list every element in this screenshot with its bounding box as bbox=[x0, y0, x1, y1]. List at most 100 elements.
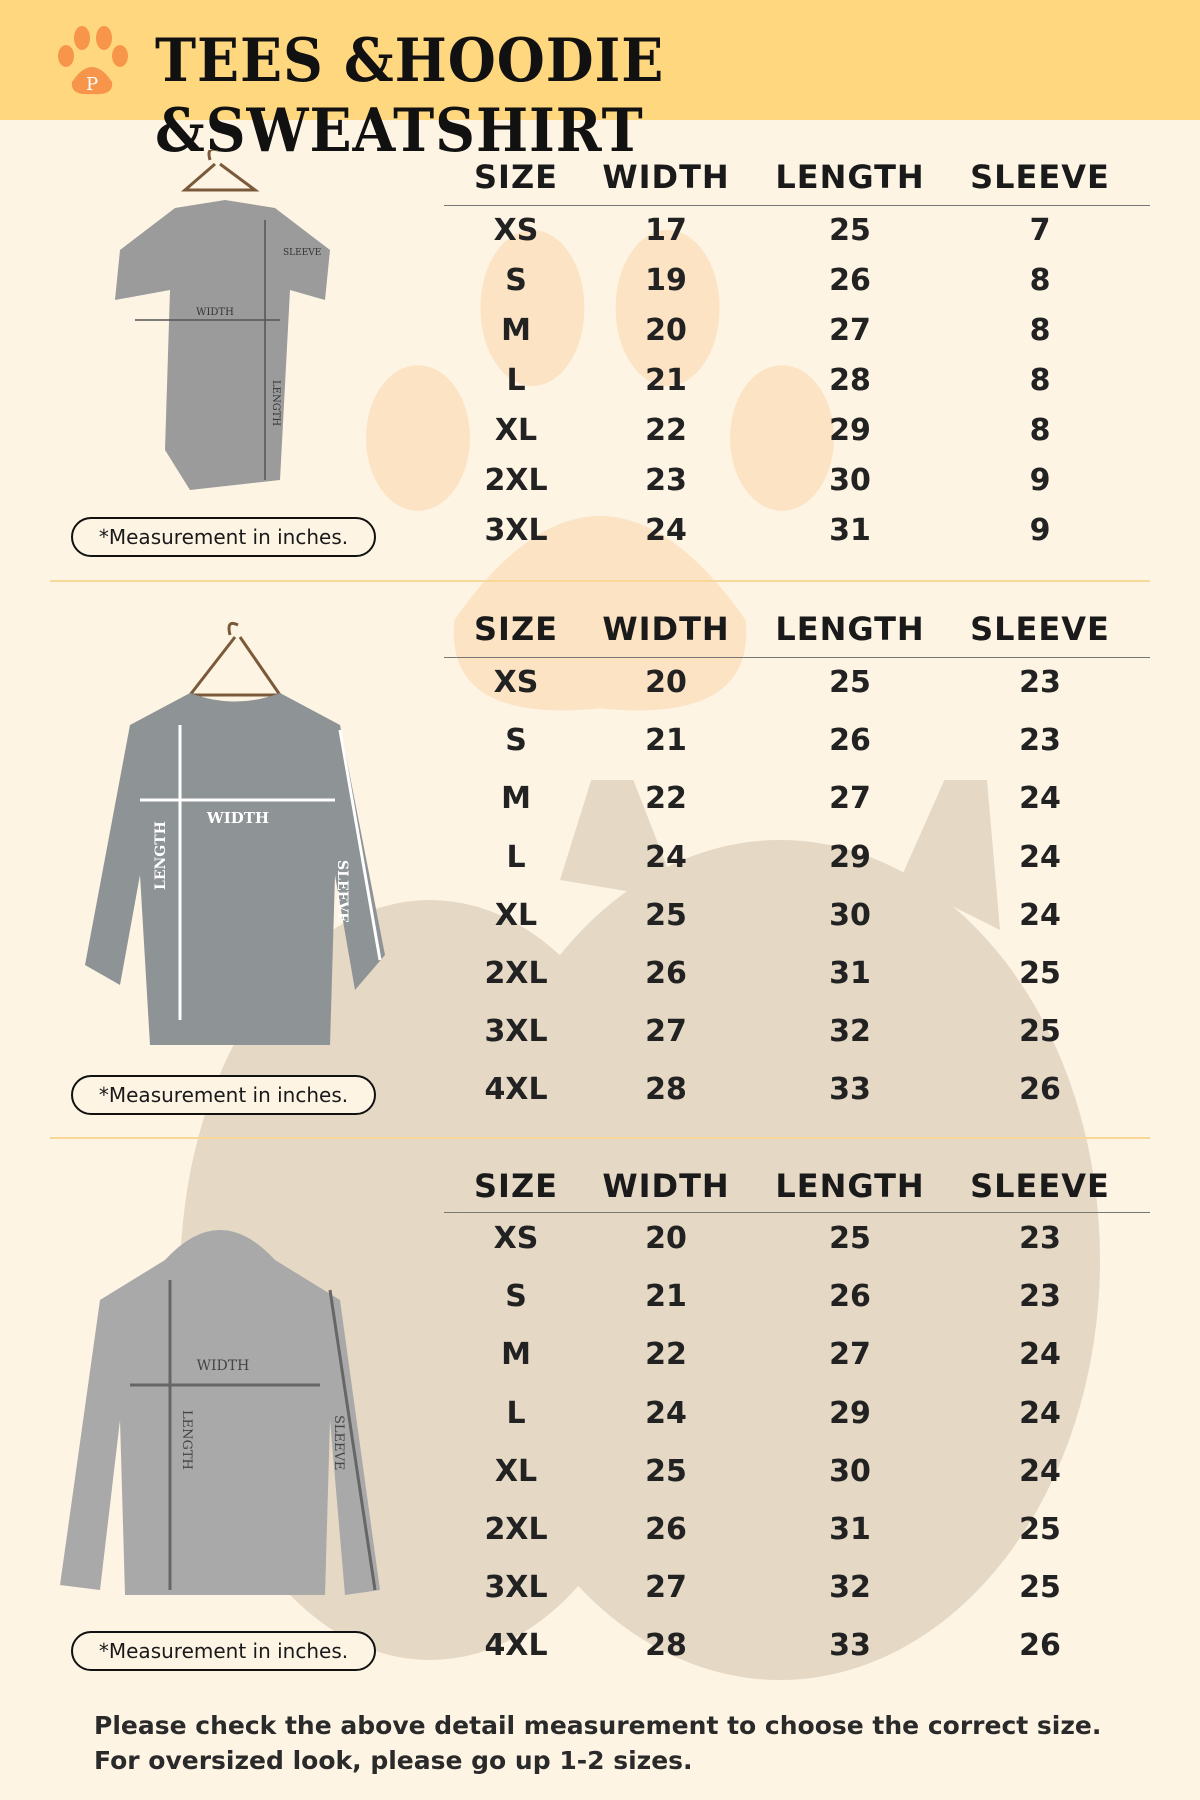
svg-text:LENGTH: LENGTH bbox=[179, 1410, 194, 1470]
table-cell: 26 bbox=[829, 1279, 871, 1315]
table-cell: 24 bbox=[1019, 1395, 1061, 1431]
table-cell: 30 bbox=[829, 463, 871, 498]
column-header: WIDTH bbox=[602, 158, 730, 196]
table-cell: 24 bbox=[645, 1395, 687, 1431]
table-cell: 27 bbox=[829, 313, 871, 348]
footer-line-2: For oversized look, please go up 1-2 siz… bbox=[94, 1746, 693, 1775]
table-cell: 31 bbox=[829, 1512, 871, 1547]
svg-text:LENGTH: LENGTH bbox=[153, 821, 169, 890]
table-cell: 3XL bbox=[484, 1014, 548, 1050]
table-cell: XS bbox=[493, 213, 539, 248]
table-cell: 24 bbox=[1019, 1337, 1061, 1373]
table-cell: 8 bbox=[1029, 263, 1051, 298]
footer-line-1: Please check the above detail measuremen… bbox=[94, 1711, 1102, 1740]
table-cell: 27 bbox=[645, 1570, 687, 1606]
table-cell: 30 bbox=[829, 897, 871, 933]
table-cell: 31 bbox=[829, 956, 871, 991]
column-header: SIZE bbox=[473, 158, 558, 196]
svg-text:SLEEVE: SLEEVE bbox=[283, 248, 321, 258]
table-cell: 29 bbox=[829, 839, 871, 875]
table-cell: 2XL bbox=[484, 956, 548, 991]
table-row: L 24 29 24 bbox=[444, 840, 1150, 880]
table-cell: XL bbox=[494, 897, 538, 933]
table-row: 2XL 26 31 25 bbox=[444, 1512, 1150, 1552]
table-cell: 3XL bbox=[484, 1570, 548, 1606]
table-cell: 8 bbox=[1029, 363, 1051, 398]
table-cell: S bbox=[505, 263, 527, 298]
paw-logo-icon: P bbox=[58, 26, 128, 95]
table-cell: 4XL bbox=[484, 1628, 548, 1664]
column-header: SIZE bbox=[473, 1167, 558, 1205]
table-cell: 9 bbox=[1029, 513, 1051, 548]
table-row: M 22 27 24 bbox=[444, 1337, 1150, 1377]
table-cell: 21 bbox=[645, 363, 687, 398]
table-row: 3XL 27 32 25 bbox=[444, 1014, 1150, 1054]
table-row: XL 22 29 8 bbox=[444, 413, 1150, 453]
header-underline bbox=[444, 1212, 1150, 1213]
table-cell: 25 bbox=[829, 1221, 871, 1256]
table-cell: L bbox=[506, 1395, 526, 1431]
table-cell: 30 bbox=[829, 1453, 871, 1489]
table-row: S 19 26 8 bbox=[444, 263, 1150, 303]
table-cell: 32 bbox=[829, 1014, 871, 1050]
table-header-row: SIZE WIDTH LENGTH SLEEVE bbox=[444, 158, 1150, 198]
table-cell: 21 bbox=[645, 1279, 687, 1315]
hoodie-image: WIDTH LENGTH SLEEVE bbox=[60, 1230, 380, 1595]
sweatshirt-image: WIDTH LENGTH SLEEVE bbox=[85, 621, 385, 1045]
table-cell: 27 bbox=[829, 1337, 871, 1373]
table-cell: S bbox=[505, 1279, 527, 1315]
table-row: XS 20 25 23 bbox=[444, 665, 1150, 705]
table-row: L 24 29 24 bbox=[444, 1396, 1150, 1436]
table-cell: XS bbox=[493, 665, 539, 700]
table-cell: 28 bbox=[645, 1072, 687, 1108]
svg-text:SLEEVE: SLEEVE bbox=[331, 1415, 346, 1470]
table-cell: 28 bbox=[829, 363, 871, 398]
table-cell: XL bbox=[494, 413, 538, 448]
column-header: WIDTH bbox=[602, 610, 730, 648]
table-cell: 25 bbox=[1019, 1014, 1061, 1050]
table-cell: 3XL bbox=[484, 513, 548, 548]
svg-text:WIDTH: WIDTH bbox=[197, 1358, 250, 1374]
table-row: L 21 28 8 bbox=[444, 363, 1150, 403]
table-cell: 9 bbox=[1029, 463, 1051, 498]
table-row: XL 25 30 24 bbox=[444, 1454, 1150, 1494]
table-cell: M bbox=[501, 313, 531, 348]
table-cell: 24 bbox=[1019, 897, 1061, 933]
table-cell: 32 bbox=[829, 1570, 871, 1606]
measurement-note: *Measurement in inches. bbox=[71, 1075, 376, 1115]
svg-text:LENGTH: LENGTH bbox=[270, 380, 281, 426]
table-cell: 25 bbox=[645, 1453, 687, 1489]
table-cell: 22 bbox=[645, 781, 687, 817]
table-row: 4XL 28 33 26 bbox=[444, 1628, 1150, 1668]
table-cell: 23 bbox=[1019, 1221, 1061, 1256]
column-header: LENGTH bbox=[775, 158, 925, 196]
table-cell: 24 bbox=[645, 839, 687, 875]
svg-text:WIDTH: WIDTH bbox=[196, 307, 234, 318]
table-row: 4XL 28 33 26 bbox=[444, 1072, 1150, 1112]
table-cell: 23 bbox=[645, 463, 687, 498]
table-cell: 29 bbox=[829, 1395, 871, 1431]
table-cell: L bbox=[506, 363, 526, 398]
table-row: S 21 26 23 bbox=[444, 723, 1150, 763]
table-cell: 24 bbox=[1019, 839, 1061, 875]
table-cell: 19 bbox=[645, 263, 687, 298]
table-cell: 20 bbox=[645, 665, 687, 700]
table-cell: 7 bbox=[1029, 213, 1051, 248]
measurement-note: *Measurement in inches. bbox=[71, 1631, 376, 1671]
table-cell: 4XL bbox=[484, 1072, 548, 1108]
table-cell: 8 bbox=[1029, 313, 1051, 348]
column-header: SIZE bbox=[473, 610, 558, 648]
table-cell: 26 bbox=[829, 723, 871, 759]
table-row: XS 17 25 7 bbox=[444, 213, 1150, 253]
table-row: M 20 27 8 bbox=[444, 313, 1150, 353]
table-row: 3XL 24 31 9 bbox=[444, 513, 1150, 553]
table-cell: M bbox=[501, 1337, 531, 1373]
table-cell: 25 bbox=[829, 665, 871, 700]
table-cell: 8 bbox=[1029, 413, 1051, 448]
svg-text:P: P bbox=[86, 74, 98, 95]
table-cell: 26 bbox=[1019, 1628, 1061, 1664]
section-divider bbox=[50, 580, 1150, 582]
table-cell: 24 bbox=[645, 513, 687, 548]
measurement-note: *Measurement in inches. bbox=[71, 517, 376, 557]
table-cell: 21 bbox=[645, 723, 687, 759]
